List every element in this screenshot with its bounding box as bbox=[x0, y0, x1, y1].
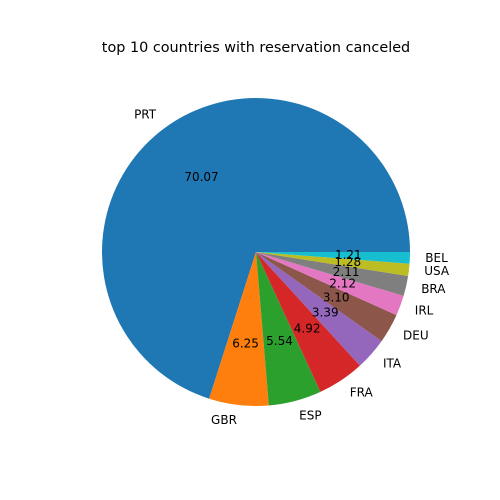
pie-slice-ita bbox=[256, 252, 382, 366]
pct-label-usa: 1.28 bbox=[334, 255, 361, 269]
pie-slice-gbr bbox=[209, 252, 269, 406]
pie-slice-esp bbox=[256, 252, 321, 406]
category-label-usa: USA bbox=[424, 264, 450, 278]
pie-slice-usa bbox=[256, 252, 410, 276]
category-label-ita: ITA bbox=[383, 357, 402, 371]
pct-label-irl: 2.12 bbox=[329, 277, 356, 291]
category-label-irl: IRL bbox=[415, 303, 434, 317]
pct-label-fra: 4.92 bbox=[294, 321, 321, 335]
chart-title: top 10 countries with reservation cancel… bbox=[102, 40, 410, 56]
pie-slice-bra bbox=[256, 252, 409, 296]
pct-label-bel: 1.21 bbox=[335, 248, 362, 262]
category-label-fra: FRA bbox=[350, 386, 374, 400]
pct-label-ita: 3.39 bbox=[312, 306, 339, 320]
pie-slice-prt bbox=[101, 97, 411, 399]
pct-label-esp: 5.54 bbox=[266, 334, 293, 348]
pct-label-deu: 3.10 bbox=[323, 290, 350, 304]
slices bbox=[101, 97, 411, 406]
pie-slice-irl bbox=[256, 252, 404, 316]
pie-slice-fra bbox=[256, 252, 360, 392]
category-label-deu: DEU bbox=[403, 329, 429, 343]
pie-slice-bel bbox=[256, 252, 410, 264]
pie-slice-deu bbox=[256, 252, 397, 342]
pct-label-prt: 70.07 bbox=[184, 170, 218, 184]
category-label-bel: BEL bbox=[425, 251, 448, 265]
percentage-labels: 70.07 6.25 5.544.923.39 3.102.122.111.281.2… bbox=[184, 170, 361, 350]
pct-label-bra: 2.11 bbox=[333, 265, 360, 279]
category-label-gbr: GBR bbox=[211, 413, 237, 427]
category-label-esp: ESP bbox=[299, 408, 321, 422]
category-label-prt: PRT bbox=[134, 108, 157, 122]
category-label-bra: BRA bbox=[421, 282, 446, 296]
pct-label-gbr: 6.25 bbox=[232, 336, 259, 350]
